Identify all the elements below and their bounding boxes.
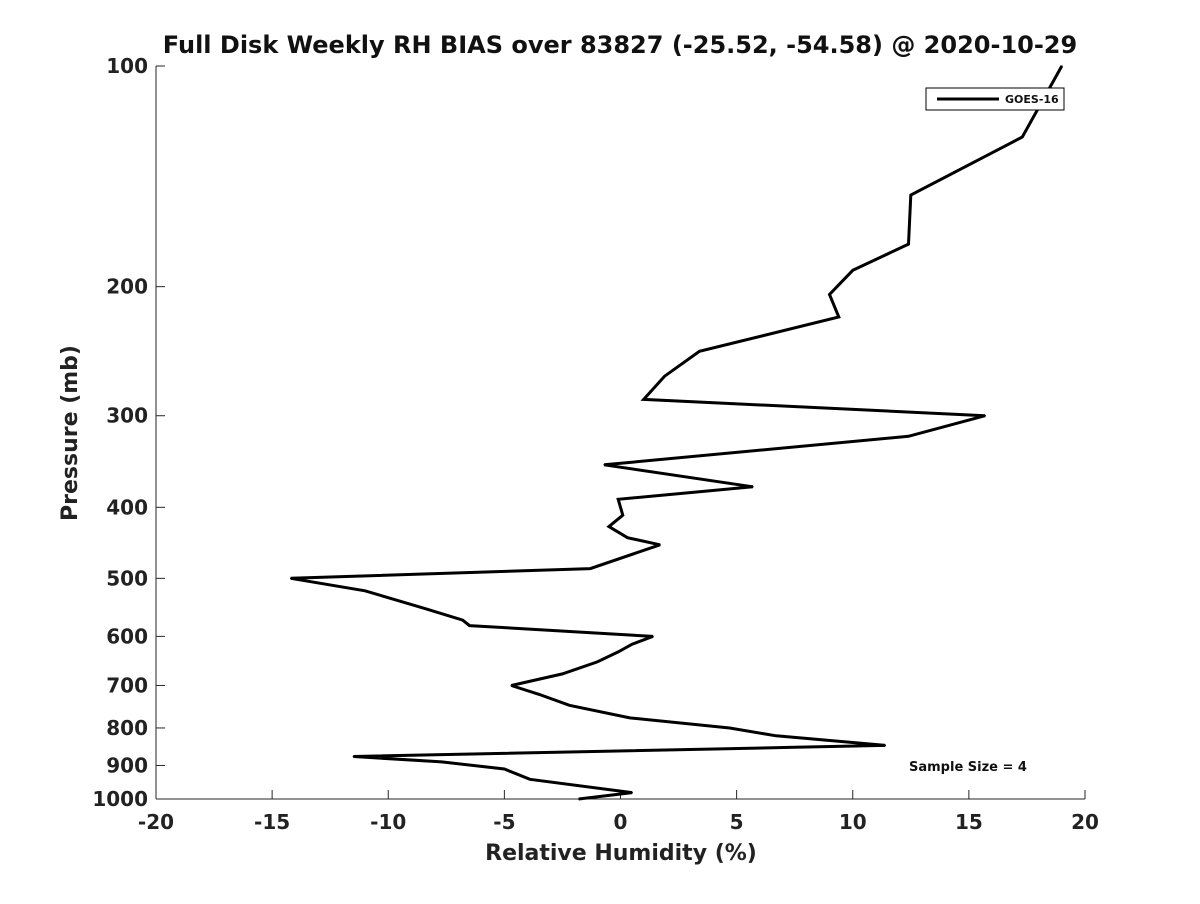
data-point [1021, 136, 1024, 138]
y-tick-label: 500 [106, 566, 148, 590]
data-point [652, 635, 654, 638]
data-point [289, 577, 292, 580]
x-tick-label: -5 [493, 810, 515, 834]
y-tick-label: 200 [106, 275, 148, 299]
data-point [468, 624, 471, 627]
data-point [884, 744, 887, 747]
data-point [631, 791, 633, 794]
y-tick-label: 600 [106, 624, 148, 648]
data-point [698, 350, 701, 353]
data-point [538, 693, 540, 696]
data-point [596, 661, 599, 663]
data-point [984, 414, 986, 417]
y-tick-label: 100 [106, 54, 148, 78]
data-point [561, 673, 564, 675]
data-point [364, 590, 366, 592]
data-point [568, 704, 571, 707]
x-tick-label: -20 [138, 810, 174, 834]
axes-layer: -20 -15 -10 -5 0 5 10 15 20 100 200 300 400 500 600 700… [92, 54, 1099, 834]
legend-label-goes-16: GOES-16 [1005, 93, 1059, 106]
series-layer [289, 65, 1064, 801]
x-tick-label: 0 [614, 810, 628, 834]
x-tick-label: 5 [730, 810, 744, 834]
x-tick-label: -15 [254, 810, 290, 834]
x-tick-label: -10 [370, 810, 406, 834]
data-point [838, 316, 840, 318]
data-point [424, 607, 427, 610]
data-point [622, 514, 624, 516]
data-point [603, 464, 605, 466]
data-point [1061, 65, 1063, 67]
data-point [793, 746, 796, 749]
data-point [589, 567, 592, 570]
y-tick-label: 900 [106, 753, 148, 777]
data-point [617, 651, 619, 653]
data-point [352, 755, 355, 758]
x-tick-label: 20 [1071, 810, 1099, 834]
y-axis-label: Pressure (mb) [58, 345, 83, 521]
data-point [608, 525, 610, 528]
data-point [910, 194, 912, 196]
data-point [503, 768, 506, 770]
data-point [629, 717, 631, 719]
data-point [852, 269, 854, 272]
x-tick-label: 15 [955, 810, 983, 834]
data-point [461, 619, 464, 621]
x-tick-label: 10 [839, 810, 867, 834]
data-point [728, 727, 731, 729]
y-tick-label: 300 [106, 404, 148, 428]
data-point [775, 735, 777, 737]
chart-title: Full Disk Weekly RH BIAS over 83827 (-25… [163, 31, 1077, 59]
data-point [529, 778, 531, 781]
y-tick-label: 700 [106, 673, 148, 697]
data-point [752, 486, 754, 488]
sample-size-annotation: Sample Size = 4 [909, 760, 1027, 775]
data-point [440, 761, 443, 763]
legend: GOES-16 [925, 87, 1065, 111]
data-point [663, 375, 666, 378]
y-tick-label: 400 [106, 495, 148, 519]
y-tick-label: 800 [106, 716, 148, 740]
data-point [619, 506, 622, 509]
x-axis-label: Relative Humidity (%) [485, 841, 757, 866]
data-point [642, 398, 645, 401]
data-point [577, 798, 580, 800]
data-point [907, 435, 910, 438]
data-point [828, 293, 831, 296]
data-point [510, 684, 513, 687]
data-point [659, 544, 661, 546]
data-point [617, 498, 619, 501]
data-point [626, 536, 629, 539]
data-point [631, 643, 633, 645]
data-point [907, 243, 910, 245]
y-tick-label: 1000 [92, 787, 148, 811]
